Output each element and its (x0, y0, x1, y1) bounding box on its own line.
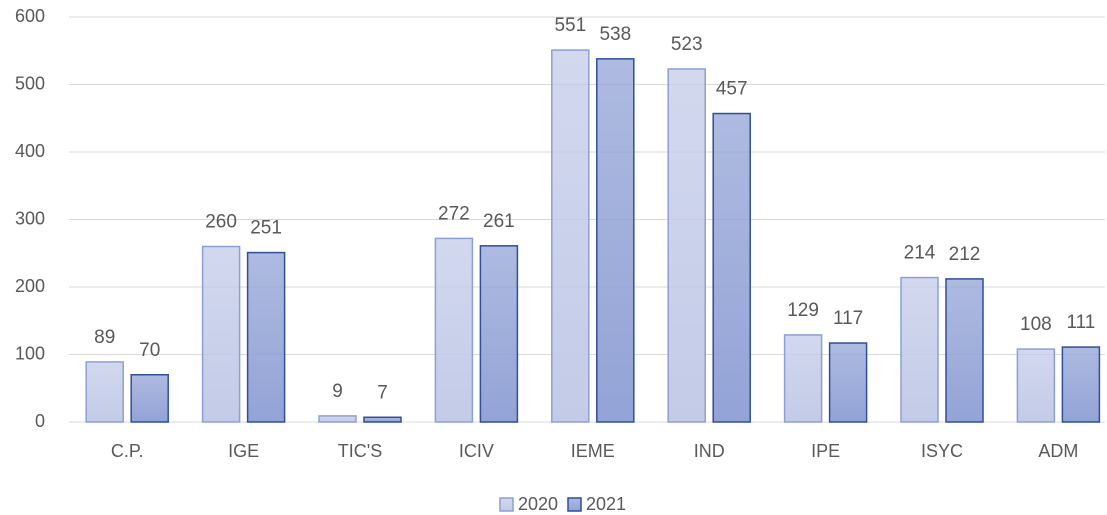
legend-label: 2020 (518, 494, 558, 514)
data-label: 212 (949, 244, 981, 265)
x-tick-label: IND (694, 441, 725, 461)
data-label: 89 (94, 327, 115, 348)
data-label: 9 (332, 381, 343, 402)
data-label: 108 (1020, 314, 1052, 335)
bar (783, 334, 823, 423)
x-tick-label: ADM (1038, 441, 1078, 461)
y-tick-label: 100 (15, 343, 45, 363)
bar (667, 68, 706, 423)
y-tick-label: 500 (15, 73, 45, 93)
data-label: 129 (787, 300, 819, 321)
bar (900, 276, 939, 423)
x-tick-label: IPE (811, 441, 840, 461)
y-tick-label: 600 (15, 6, 45, 26)
y-tick-label: 200 (15, 276, 45, 296)
bar (434, 237, 474, 423)
data-label: 111 (1066, 312, 1095, 333)
bar (201, 245, 241, 423)
data-label: 260 (205, 212, 237, 233)
data-label: 214 (904, 243, 936, 264)
data-label: 538 (599, 24, 631, 45)
data-label: 261 (483, 211, 515, 232)
bar (246, 251, 286, 423)
x-tick-label: C.P. (111, 441, 144, 461)
bar (479, 245, 519, 423)
data-label: 523 (671, 34, 703, 55)
bar (363, 416, 402, 423)
legend-swatch (499, 497, 514, 512)
data-label: 7 (377, 382, 388, 403)
data-label: 551 (554, 15, 586, 36)
bar (828, 342, 868, 423)
x-tick-label: IEME (571, 441, 615, 461)
x-tick-label: ISYC (921, 441, 963, 461)
bar (85, 361, 124, 423)
data-label: 457 (716, 79, 748, 100)
legend-label: 2021 (586, 494, 626, 514)
bar (1061, 346, 1101, 423)
y-tick-label: 0 (35, 411, 45, 431)
bar (318, 415, 357, 423)
bar (945, 278, 984, 423)
x-tick-label: ICIV (459, 441, 494, 461)
y-tick-label: 400 (15, 141, 45, 161)
data-label: 251 (250, 218, 282, 239)
legend-swatch (567, 497, 582, 512)
bar (130, 374, 169, 423)
data-label: 117 (833, 308, 863, 329)
data-label: 272 (438, 203, 470, 224)
bar (551, 49, 590, 423)
bar (1016, 348, 1056, 423)
bar (596, 58, 635, 423)
bar (712, 112, 751, 423)
x-tick-label: TIC'S (338, 441, 382, 461)
y-tick-label: 300 (15, 208, 45, 228)
data-label: 70 (139, 340, 160, 361)
x-tick-label: IGE (228, 441, 259, 461)
